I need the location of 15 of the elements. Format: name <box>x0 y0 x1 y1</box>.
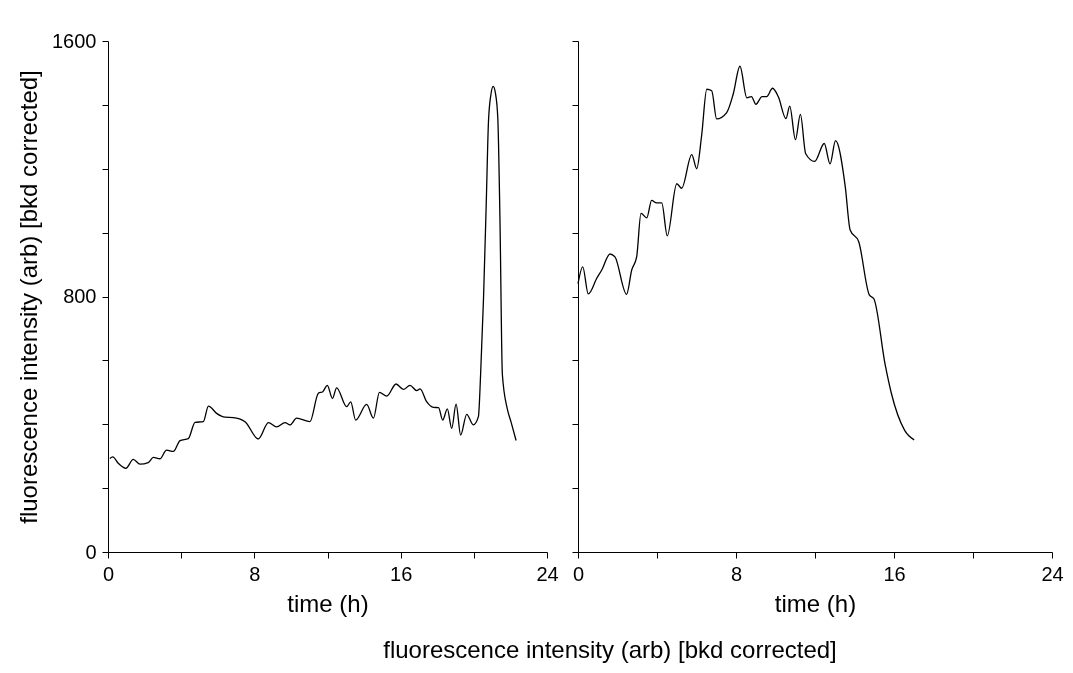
x-tick-label: 16 <box>883 562 906 585</box>
y-tick-label: 800 <box>63 285 97 307</box>
y-axis-title: fluorescence intensity (arb) [bkd corrected] <box>15 70 43 524</box>
x-tick-label: 24 <box>1041 562 1064 585</box>
text: fluorescence intensity (arb) [bkd corrected] <box>382 636 838 664</box>
x-tick-label: 0 <box>572 562 585 585</box>
x-tick-label: 8 <box>730 562 743 585</box>
x-tick-label: 8 <box>249 562 261 585</box>
y-tick-label: 1600 <box>52 29 97 52</box>
y-tick-label: 0 <box>85 540 97 563</box>
x-axis-title: time (h) <box>774 589 857 617</box>
x-tick-label: 16 <box>390 562 413 585</box>
x-axis-title: time (h) <box>287 589 369 617</box>
x-tick-label: 0 <box>102 562 115 585</box>
x-tick-label: 24 <box>536 562 559 585</box>
